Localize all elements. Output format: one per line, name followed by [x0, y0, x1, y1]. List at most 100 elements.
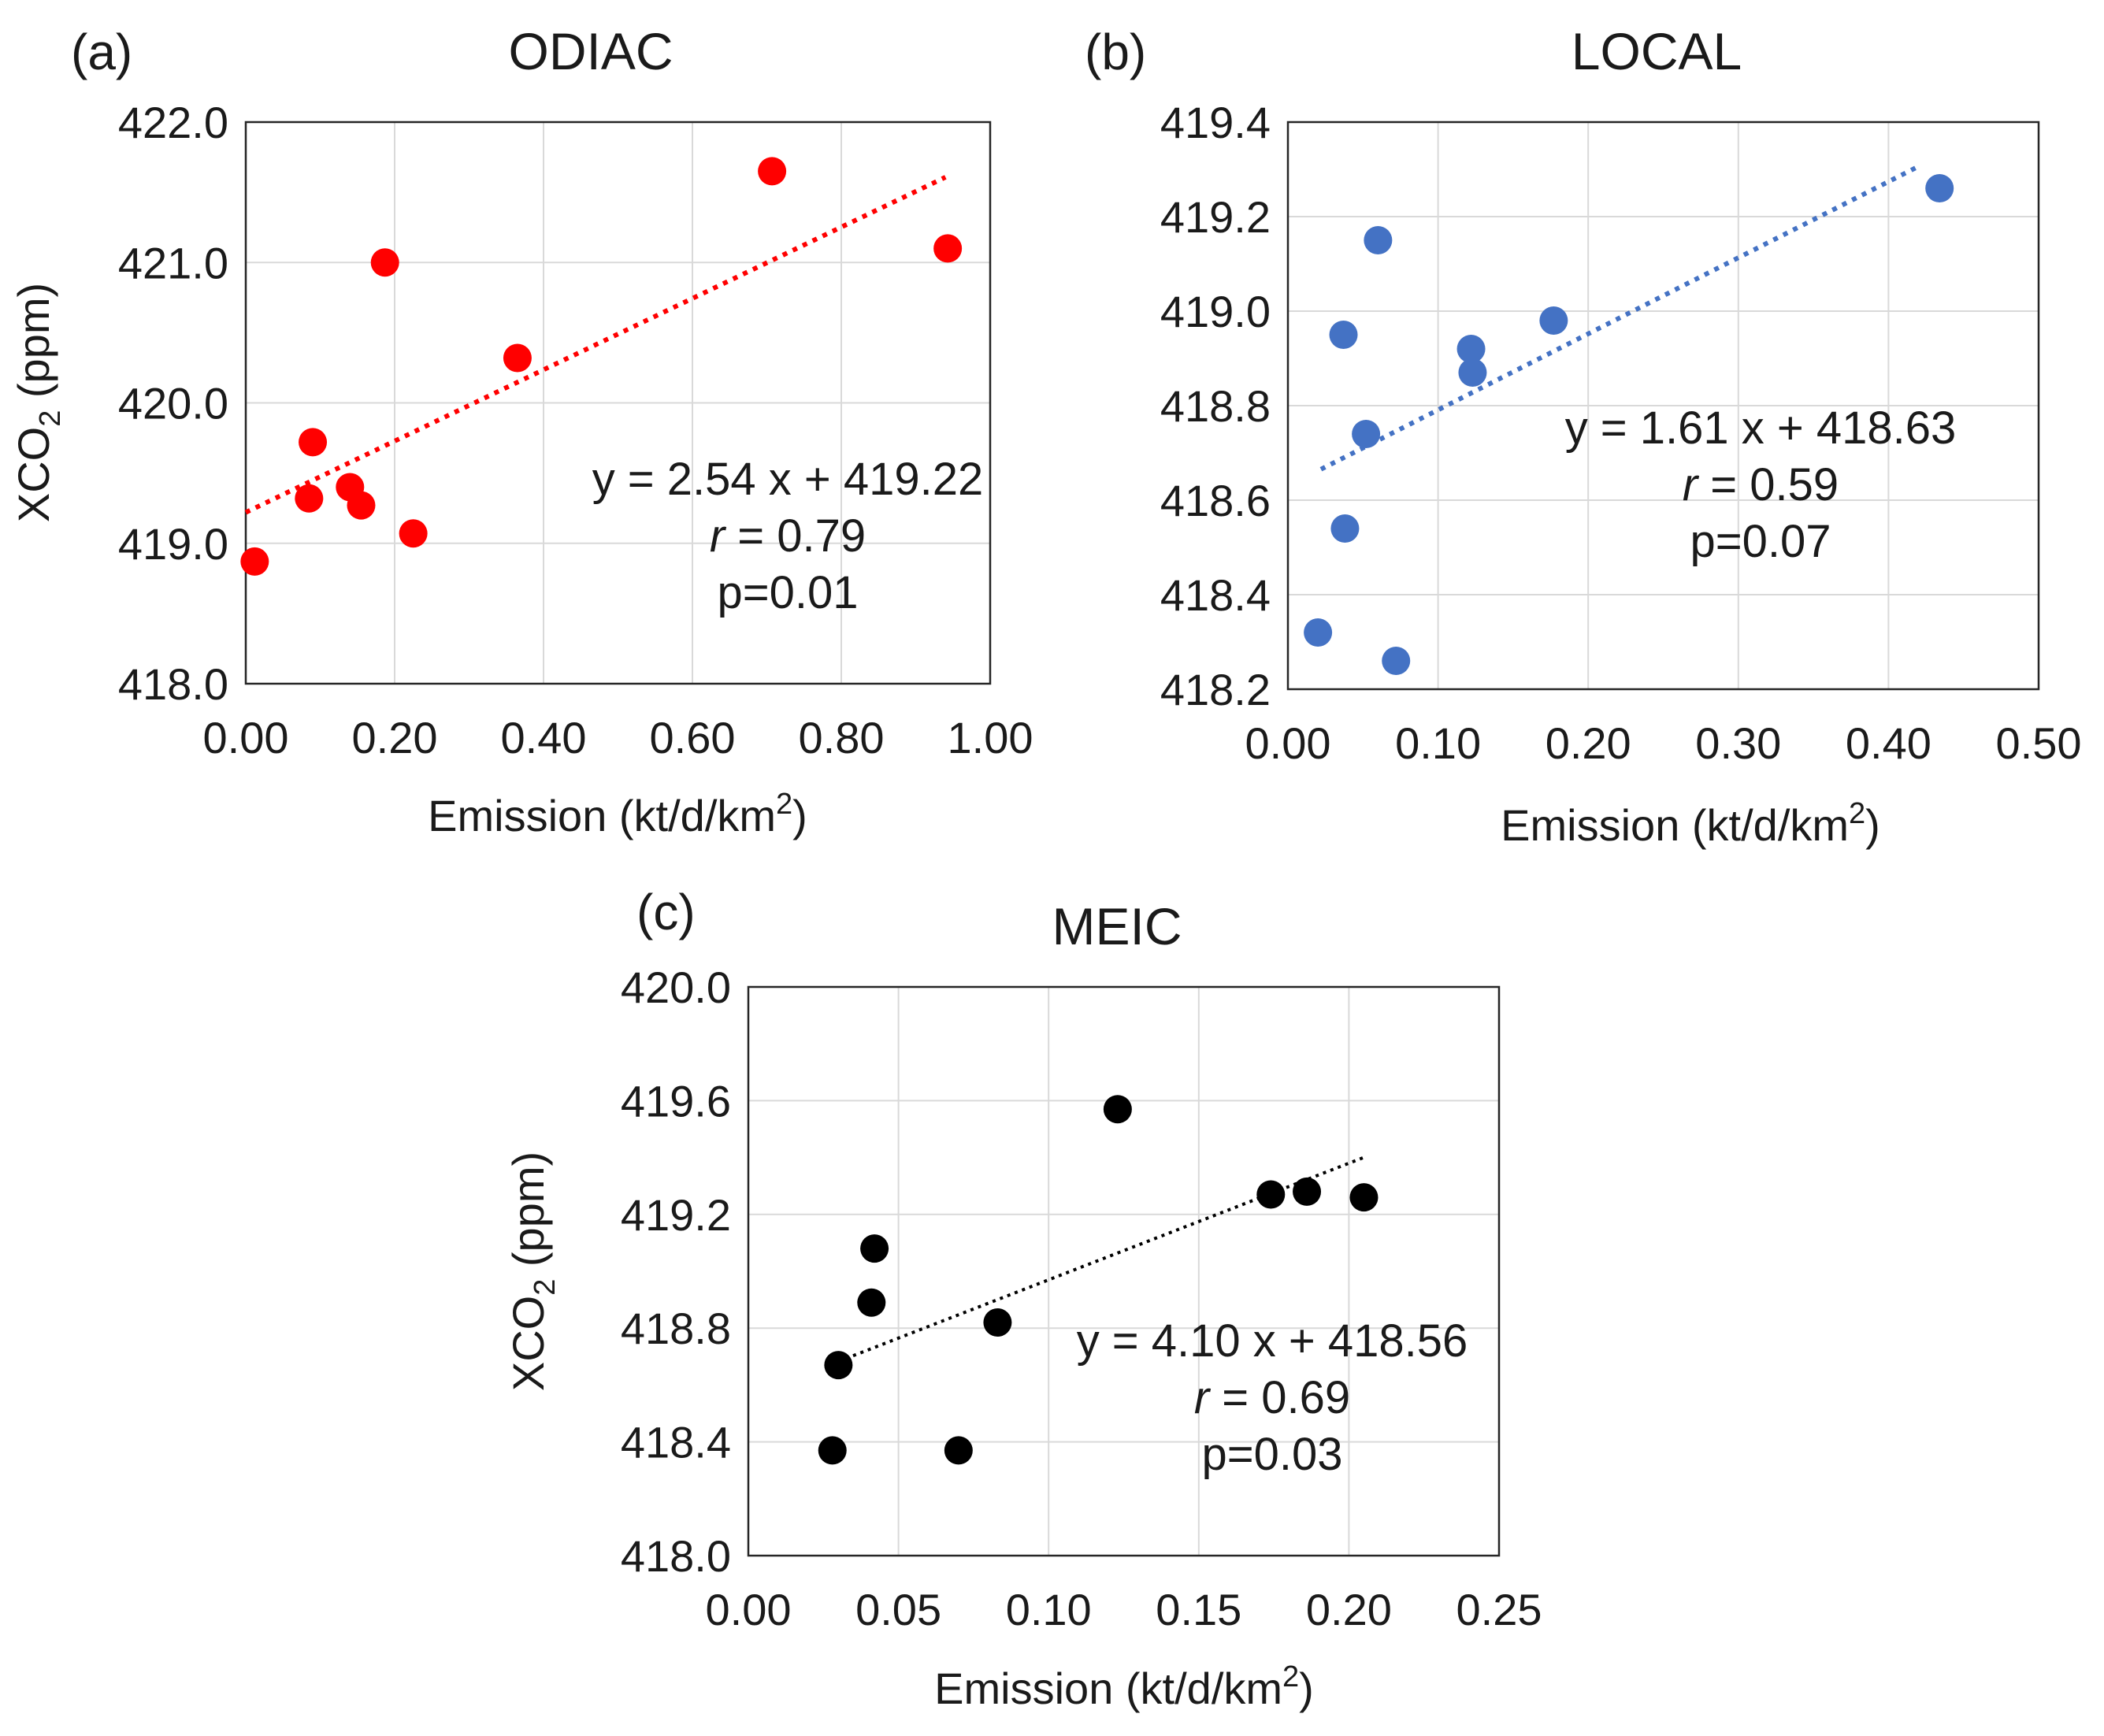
x-axis-label-superscript: 2 [1282, 1660, 1299, 1693]
data-point [933, 234, 963, 263]
panel-a: 0.00 0.20 0.40 0.60 0.80 1.00 418.0 419.0 420.0 4… [9, 22, 1033, 840]
x-axis-label: Emission (kt/d/km2) [1501, 797, 1880, 850]
data-point [1364, 226, 1393, 254]
x-tick-label: 0.00 [1245, 718, 1331, 768]
data-point [983, 1308, 1012, 1337]
x-axis-label-main: Emission (kt/d/km [934, 1664, 1282, 1713]
panel-label: (b) [1085, 24, 1146, 80]
x-tick-label: 0.60 [650, 713, 736, 762]
data-point [240, 547, 269, 576]
correlation-value: = 0.59 [1698, 459, 1839, 510]
data-point [370, 248, 399, 277]
y-axis-label-main: XCO [503, 1296, 553, 1391]
data-point [299, 428, 328, 457]
y-axis-label-main: XCO [9, 427, 58, 522]
x-tick-label: 1.00 [948, 713, 1033, 762]
data-point [347, 491, 376, 520]
y-axis-label: XCO2 (ppm) [503, 1152, 562, 1391]
x-tick-label: 0.20 [1546, 718, 1631, 768]
y-tick-label: 419.0 [1160, 287, 1271, 336]
x-axis-label-end: ) [1865, 800, 1880, 850]
y-tick-label: 422.0 [118, 98, 228, 147]
x-tick-label: 0.00 [706, 1585, 792, 1634]
x-tick-label: 0.20 [352, 713, 438, 762]
data-point [857, 1288, 886, 1317]
y-tick-label: 418.4 [1160, 570, 1271, 620]
correlation-label: r = 0.59 [1683, 459, 1839, 510]
x-axis-label: Emission (kt/d/km2) [428, 788, 807, 840]
data-point [1293, 1177, 1322, 1206]
data-point [860, 1234, 889, 1263]
data-point [1103, 1095, 1132, 1124]
trendline [1319, 164, 1920, 472]
data-point [1349, 1183, 1379, 1212]
data-point [944, 1436, 973, 1465]
data-point [503, 343, 532, 373]
x-tick-label: 0.40 [1846, 718, 1931, 768]
x-axis-label-main: Emission (kt/d/km [428, 791, 776, 840]
x-tick-label: 0.05 [855, 1585, 941, 1634]
trendline [244, 175, 947, 515]
correlation-label: r = 0.69 [1194, 1372, 1350, 1423]
x-tick-label: 0.25 [1456, 1585, 1542, 1634]
y-tick-label: 418.0 [118, 659, 228, 709]
y-tick-label: 418.2 [1160, 665, 1271, 714]
y-axis-label: XCO2 (ppm) [9, 283, 67, 522]
y-tick-label: 418.4 [621, 1418, 731, 1467]
data-point [1330, 514, 1360, 543]
y-tick-label: 419.2 [1160, 192, 1271, 242]
data-point [1539, 306, 1568, 335]
y-tick-label: 419.4 [1160, 98, 1271, 147]
plot-frame [747, 985, 1501, 1557]
data-point [824, 1351, 853, 1380]
data-point [1458, 358, 1487, 387]
panel-b: 0.00 0.10 0.20 0.30 0.40 0.50 418.2 418.4 418.6 4… [1085, 22, 2082, 850]
y-tick-label: 420.0 [118, 379, 228, 428]
regression-equation: y = 4.10 x + 418.56 [1077, 1315, 1468, 1367]
y-tick-label: 420.0 [621, 963, 731, 1012]
correlation-label: r = 0.79 [710, 510, 866, 562]
y-axis-label-end: (ppm) [503, 1152, 553, 1279]
x-tick-label: 0.00 [203, 713, 289, 762]
y-tick-label: 418.0 [621, 1531, 731, 1581]
data-point [1304, 618, 1333, 647]
correlation-symbol: r [1683, 459, 1700, 510]
x-axis-label: Emission (kt/d/km2) [934, 1660, 1314, 1713]
chart-title: ODIAC [508, 22, 673, 80]
correlation-symbol: r [710, 510, 727, 562]
data-point [399, 519, 428, 548]
regression-equation: y = 1.61 x + 418.63 [1565, 402, 1957, 454]
correlation-value: = 0.69 [1209, 1372, 1350, 1423]
y-tick-label: 419.6 [621, 1076, 731, 1126]
chart-title: LOCAL [1572, 22, 1742, 80]
data-point [1256, 1180, 1286, 1209]
x-tick-label: 0.15 [1156, 1585, 1241, 1634]
data-point [1456, 335, 1486, 363]
y-tick-label: 419.2 [621, 1190, 731, 1240]
correlation-symbol: r [1194, 1372, 1212, 1423]
correlation-value: = 0.79 [725, 510, 866, 562]
y-tick-label: 418.8 [621, 1304, 731, 1353]
x-tick-label: 0.10 [1395, 718, 1481, 768]
x-tick-label: 0.40 [501, 713, 587, 762]
y-tick-label: 421.0 [118, 238, 228, 287]
y-axis-label-end: (ppm) [9, 283, 58, 410]
x-axis-label-main: Emission (kt/d/km [1501, 800, 1849, 850]
data-point [758, 157, 787, 186]
p-value-label: p=0.03 [1201, 1429, 1342, 1480]
chart-title: MEIC [1052, 897, 1182, 955]
x-tick-label: 0.50 [1996, 718, 2082, 768]
x-tick-label: 0.20 [1306, 1585, 1392, 1634]
y-tick-label: 418.6 [1160, 476, 1271, 525]
regression-equation: y = 2.54 x + 419.22 [592, 454, 984, 505]
data-point [1925, 174, 1954, 202]
x-tick-label: 0.30 [1695, 718, 1781, 768]
data-point [1382, 647, 1411, 675]
p-value-label: p=0.01 [717, 567, 858, 618]
panel-c: 0.00 0.05 0.10 0.15 0.20 0.25 418.0 418.4 418.8 4… [503, 884, 1542, 1713]
x-axis-label-end: ) [792, 791, 807, 840]
data-point [1352, 420, 1381, 448]
y-tick-label: 418.8 [1160, 381, 1271, 431]
y-axis-label-subscript: 2 [529, 1279, 562, 1296]
